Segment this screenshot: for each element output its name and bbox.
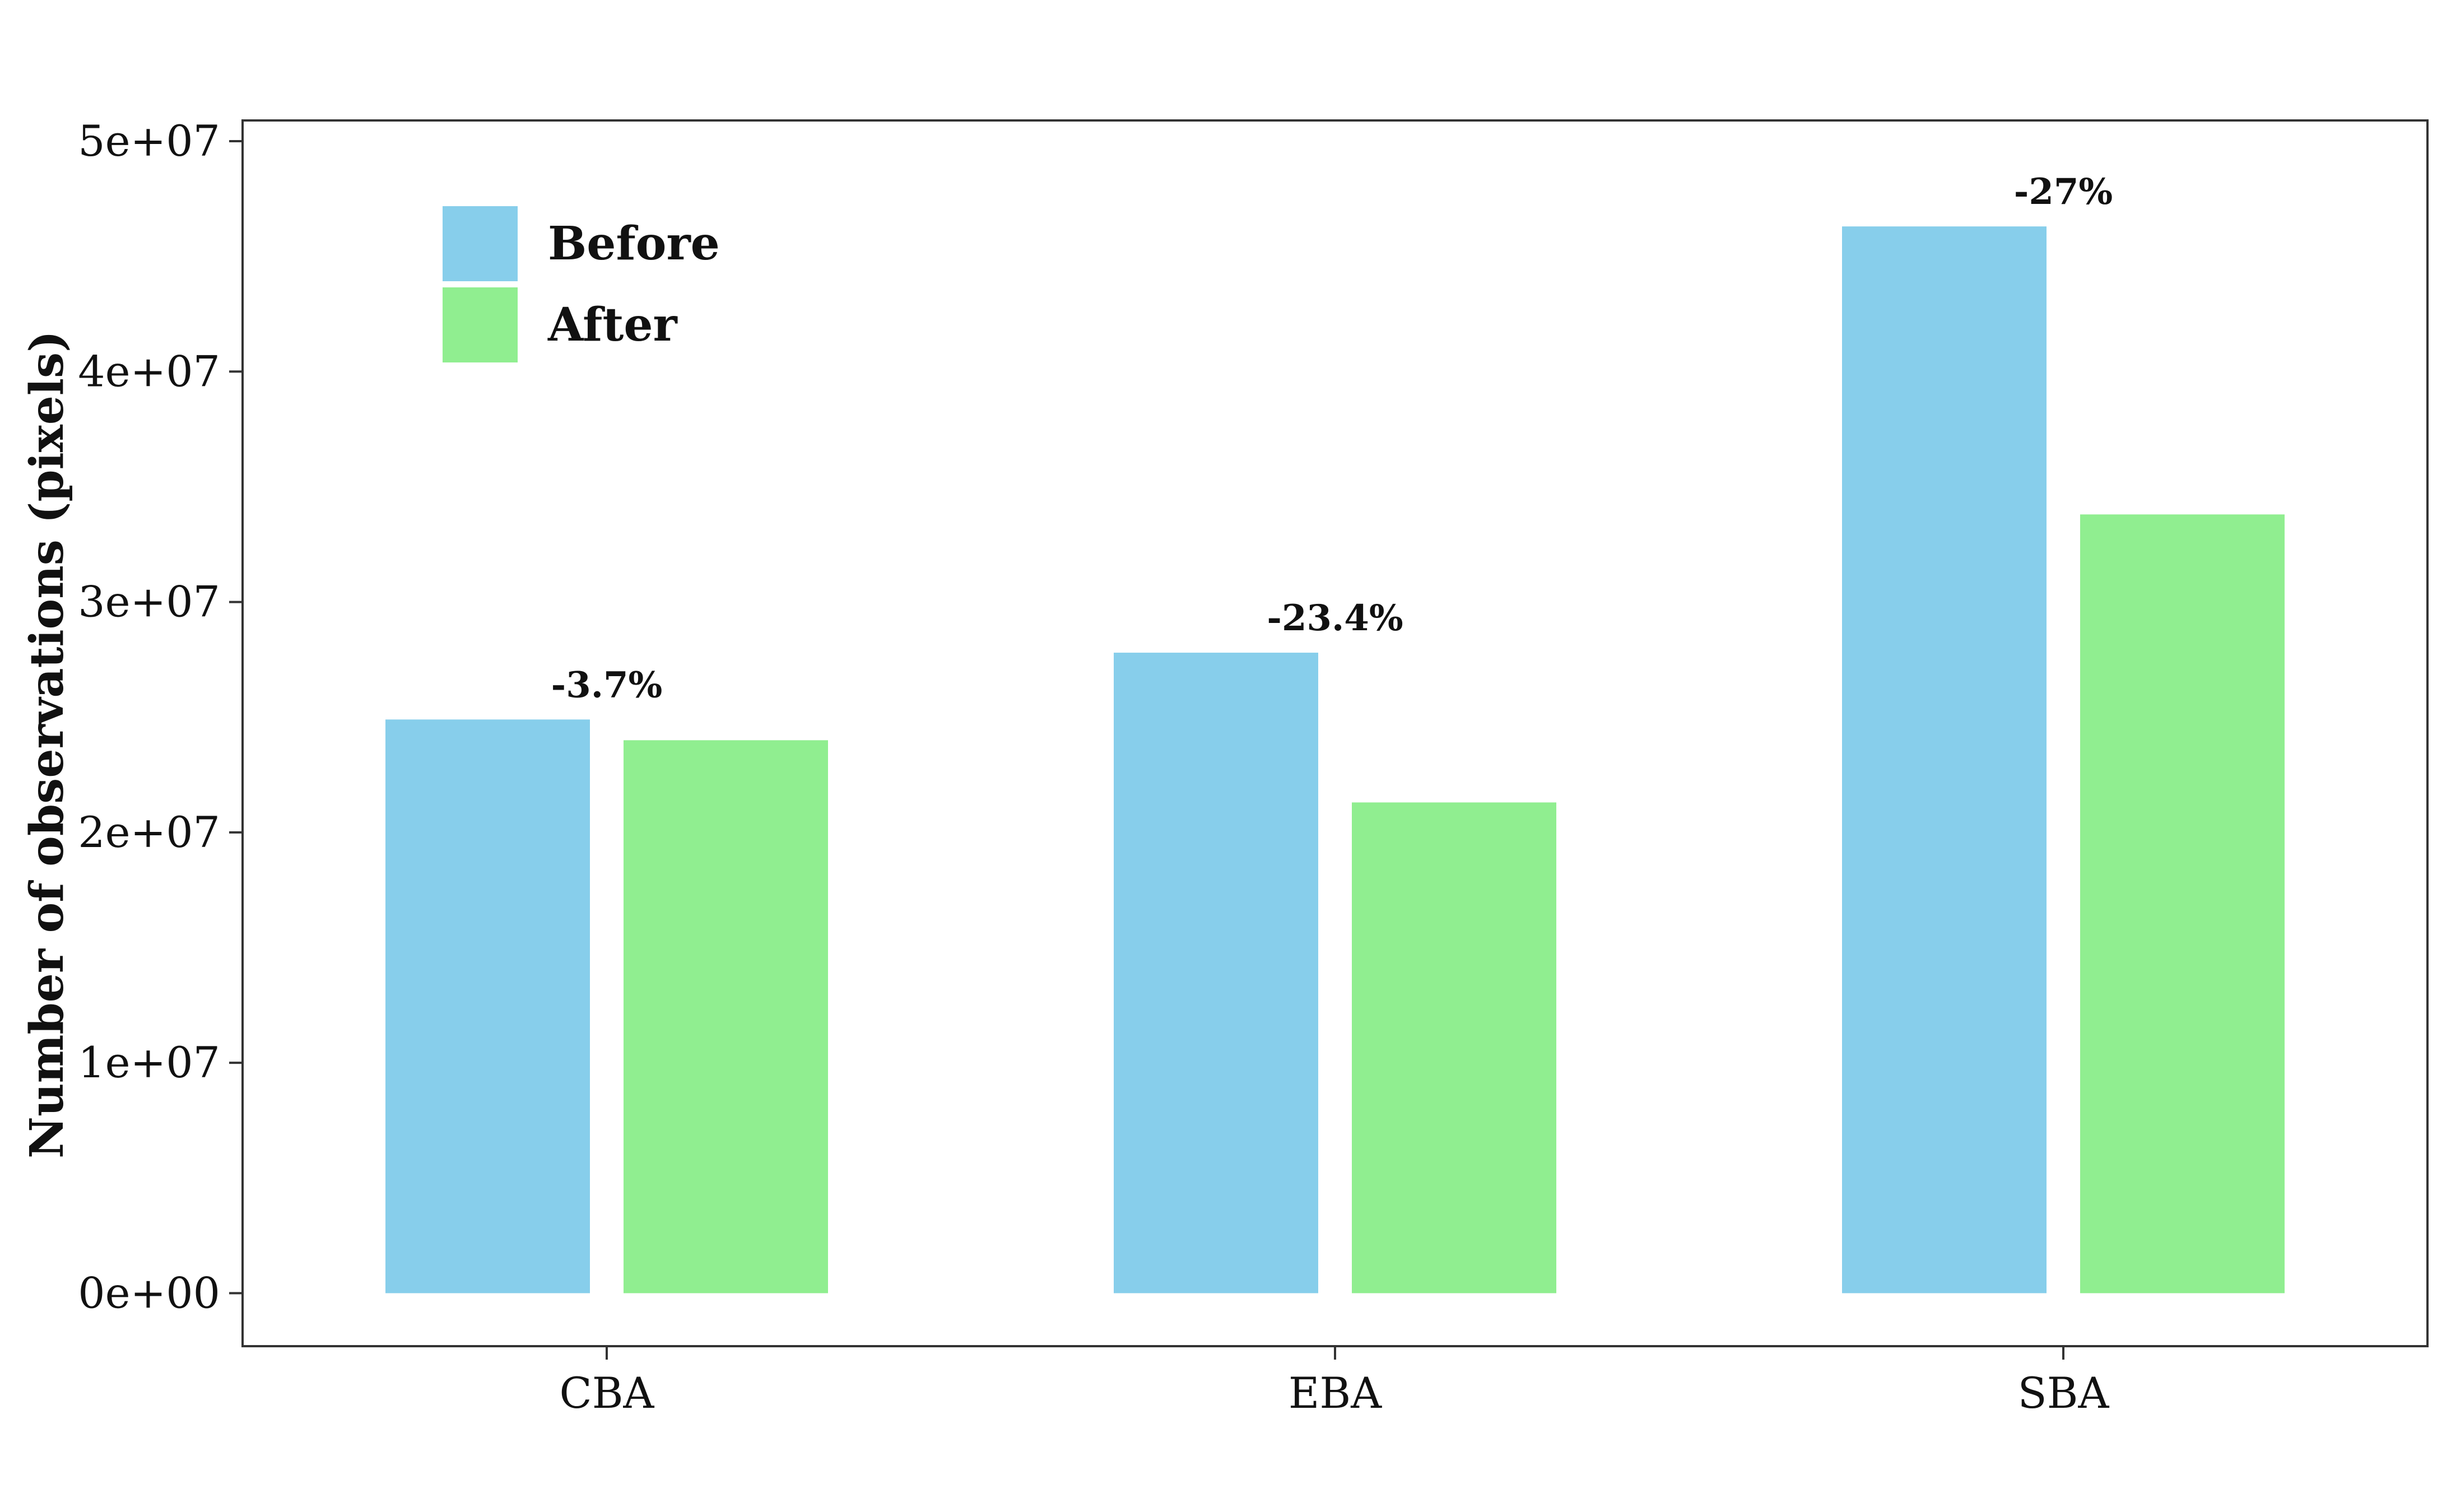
x-axis: CBA EBA SBA xyxy=(560,1346,2110,1418)
y-tick-label: 0e+00 xyxy=(78,1268,220,1318)
bar-before-cba xyxy=(385,719,590,1294)
x-tick-label: SBA xyxy=(2018,1368,2110,1418)
legend: Before After xyxy=(443,206,720,362)
legend-swatch-after xyxy=(443,287,518,362)
y-axis-title: Number of observations (pixels) xyxy=(20,331,74,1159)
legend-label-after: After xyxy=(547,298,678,352)
bars-layer xyxy=(385,226,2285,1294)
data-labels: -3.7% -23.4% -27% xyxy=(551,171,2113,706)
y-tick-label: 5e+07 xyxy=(78,116,220,166)
data-label: -3.7% xyxy=(551,664,663,706)
data-label: -23.4% xyxy=(1267,597,1403,639)
bar-before-eba xyxy=(1114,653,1318,1294)
data-label: -27% xyxy=(2014,171,2113,213)
bar-before-sba xyxy=(1842,226,2047,1294)
x-tick-label: EBA xyxy=(1289,1368,1382,1418)
bar-after-sba xyxy=(2080,514,2285,1294)
bar-after-cba xyxy=(624,740,828,1294)
legend-label-before: Before xyxy=(548,217,720,271)
bar-after-eba xyxy=(1352,802,1556,1294)
legend-swatch-before xyxy=(443,206,518,281)
y-tick-label: 3e+07 xyxy=(78,577,220,627)
y-axis: 0e+00 1e+07 2e+07 3e+07 4e+07 5e+07 xyxy=(78,116,243,1318)
y-tick-label: 2e+07 xyxy=(78,807,220,857)
x-tick-label: CBA xyxy=(560,1368,655,1418)
y-tick-label: 4e+07 xyxy=(78,346,220,396)
y-tick-label: 1e+07 xyxy=(78,1038,220,1087)
